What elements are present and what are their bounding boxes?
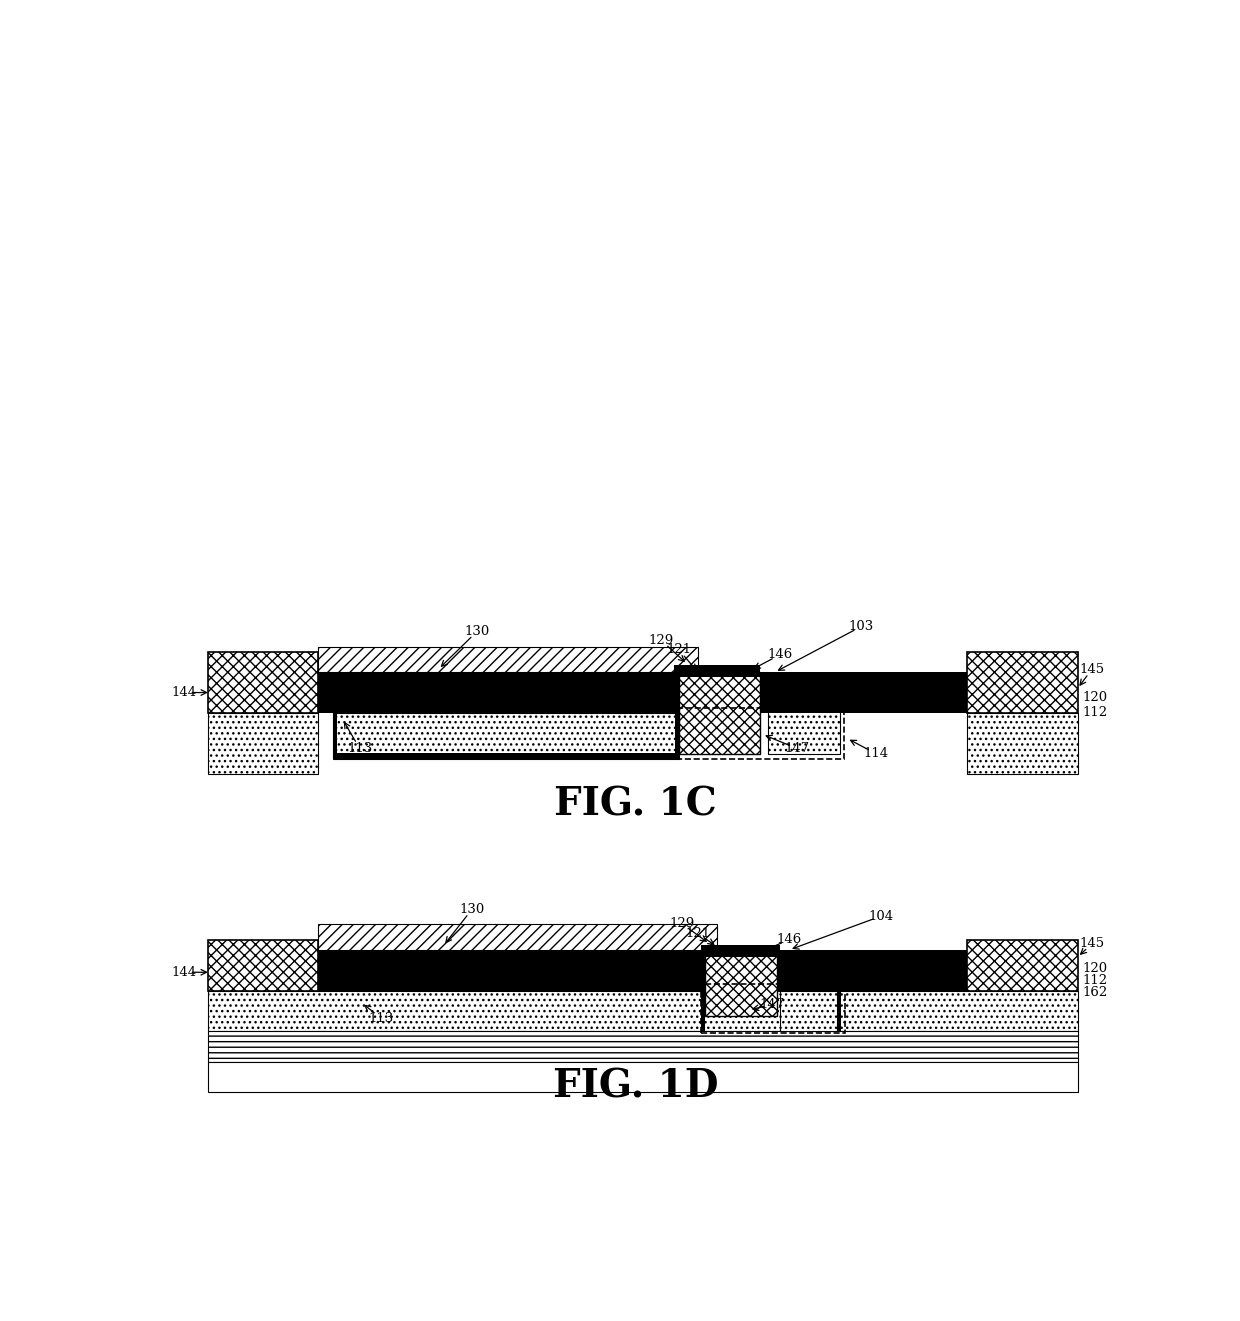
Bar xyxy=(208,950,1078,991)
Text: FIG. 1D: FIG. 1D xyxy=(553,1067,718,1106)
Bar xyxy=(967,713,1078,774)
Text: 114: 114 xyxy=(863,748,888,760)
Bar xyxy=(208,939,319,991)
Bar xyxy=(768,708,841,753)
Bar xyxy=(208,713,319,774)
Text: 112: 112 xyxy=(1083,974,1107,987)
Text: 144: 144 xyxy=(171,686,196,699)
Text: 120: 120 xyxy=(1083,962,1107,975)
Text: 147: 147 xyxy=(785,742,810,756)
Bar xyxy=(319,647,698,672)
Bar xyxy=(701,945,780,956)
Text: 121: 121 xyxy=(666,643,692,657)
Bar xyxy=(676,708,844,758)
Text: 130: 130 xyxy=(460,902,485,915)
Bar xyxy=(208,672,1078,713)
Bar xyxy=(780,991,837,1032)
Bar xyxy=(208,651,319,713)
Text: 147: 147 xyxy=(759,999,785,1012)
Text: 145: 145 xyxy=(1079,663,1105,675)
Bar xyxy=(675,664,760,678)
Text: 129: 129 xyxy=(670,917,694,930)
Bar xyxy=(332,713,678,758)
Text: 146: 146 xyxy=(768,649,792,662)
Text: 131: 131 xyxy=(368,982,393,993)
Text: 144: 144 xyxy=(171,966,196,979)
Text: 145: 145 xyxy=(1079,938,1105,950)
Bar xyxy=(701,984,844,1033)
Bar xyxy=(319,925,717,950)
Bar xyxy=(332,753,678,758)
Bar xyxy=(678,672,760,753)
Bar xyxy=(837,991,841,1032)
Bar xyxy=(675,713,678,758)
Text: 104: 104 xyxy=(868,910,893,923)
Text: 131: 131 xyxy=(347,699,372,712)
Bar xyxy=(208,1062,1078,1092)
Text: 130: 130 xyxy=(464,625,490,638)
Text: 121: 121 xyxy=(686,927,711,941)
Bar xyxy=(967,651,1078,713)
Text: 112: 112 xyxy=(1083,707,1107,720)
Bar xyxy=(701,991,704,1032)
Bar xyxy=(704,955,776,1016)
Text: 113: 113 xyxy=(368,1012,393,1025)
Text: 162: 162 xyxy=(1083,985,1107,999)
Bar xyxy=(332,713,336,758)
Text: 129: 129 xyxy=(649,634,675,647)
Bar xyxy=(208,991,1078,1032)
Bar xyxy=(208,1032,1078,1062)
Text: 146: 146 xyxy=(776,933,802,946)
Bar xyxy=(967,939,1078,991)
Text: 120: 120 xyxy=(1083,691,1107,704)
Text: 113: 113 xyxy=(347,742,372,756)
Text: 103: 103 xyxy=(848,620,874,633)
Text: FIG. 1C: FIG. 1C xyxy=(554,786,717,823)
